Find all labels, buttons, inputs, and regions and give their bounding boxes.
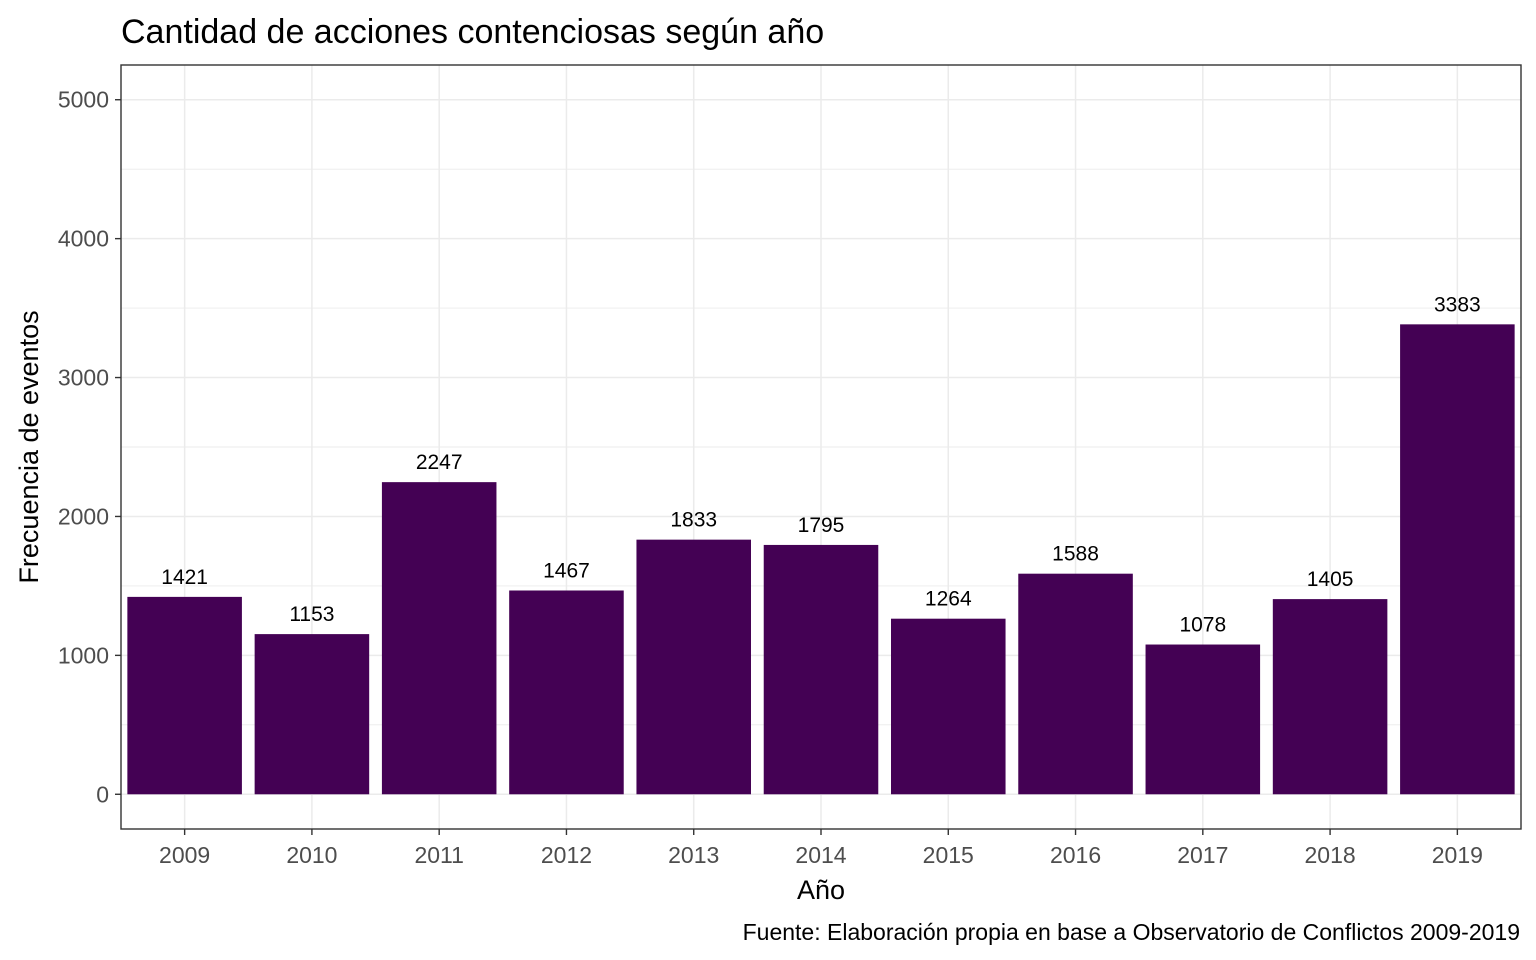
y-tick-label: 5000 (58, 87, 109, 113)
bar-2011 (381, 482, 497, 795)
data-label-2013: 1833 (670, 509, 717, 532)
bar-2013 (636, 539, 751, 795)
x-tick-label: 2019 (1432, 842, 1483, 868)
caption: Fuente: Elaboración propia en base a Obs… (743, 919, 1520, 945)
x-tick-label: 2010 (286, 842, 337, 868)
bar-2018 (1272, 599, 1388, 795)
x-tick-label: 2011 (414, 842, 463, 868)
bar-2016 (1018, 573, 1133, 795)
y-tick-label: 3000 (58, 365, 109, 391)
y-tick-label: 0 (96, 781, 109, 807)
x-tick-label: 2013 (668, 842, 719, 868)
x-tick-label: 2015 (923, 842, 974, 868)
y-axis: 0 1000 2000 3000 4000 5000 (58, 87, 121, 807)
chart-title: Cantidad de acciones contenciosas según … (121, 13, 824, 51)
y-tick-label: 4000 (58, 226, 109, 252)
y-axis-title: Frecuencia de eventos (14, 310, 44, 583)
x-tick-label: 2016 (1050, 842, 1101, 868)
data-labels: 1421 1153 2247 1467 1833 1795 1264 1588 1078 1405… (161, 293, 1480, 636)
bar-2019 (1400, 324, 1515, 795)
data-label-2014: 1795 (798, 514, 845, 537)
y-tick-label: 1000 (58, 642, 109, 668)
data-label-2010: 1153 (289, 603, 334, 626)
x-axis-title: Año (797, 875, 845, 905)
data-label-2018: 1405 (1307, 568, 1354, 591)
bar-2010 (254, 634, 370, 795)
x-tick-label: 2018 (1305, 842, 1356, 868)
x-axis: 2009 2010 2011 2012 2013 2014 2015 2016 2017 2018… (159, 829, 1483, 868)
data-label-2011: 2247 (416, 451, 463, 474)
y-tick-label: 2000 (58, 503, 109, 529)
data-label-2015: 1264 (925, 588, 972, 611)
bars (127, 324, 1515, 795)
x-tick-label: 2009 (159, 842, 210, 868)
data-label-2017: 1078 (1179, 614, 1226, 637)
data-label-2009: 1421 (161, 566, 208, 589)
bar-2009 (127, 596, 242, 795)
bar-2012 (509, 590, 624, 795)
x-tick-label: 2014 (795, 842, 846, 868)
data-label-2012: 1467 (543, 559, 590, 582)
bar-2017 (1145, 644, 1261, 795)
data-label-2016: 1588 (1052, 543, 1099, 566)
data-label-2019: 3383 (1434, 293, 1481, 316)
bar-2014 (763, 544, 879, 795)
bar-2015 (891, 618, 1006, 795)
x-tick-label: 2012 (541, 842, 592, 868)
x-tick-label: 2017 (1177, 842, 1228, 868)
